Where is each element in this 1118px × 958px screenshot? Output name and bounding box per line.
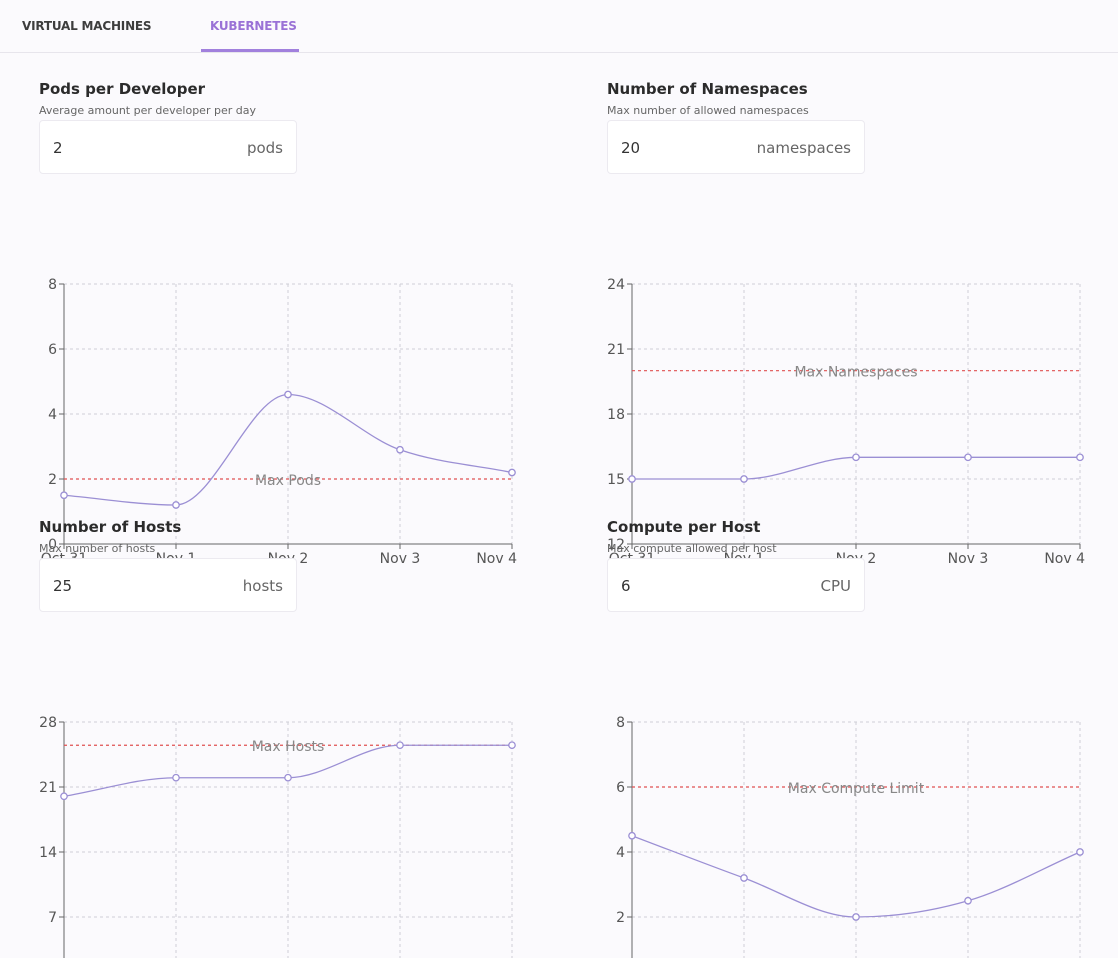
y-tick-label: 14 [39,845,57,861]
tab-virtual-machines[interactable]: VIRTUAL MACHINES [22,19,152,33]
input-value[interactable]: 25 [53,577,73,595]
panel-title: Number of Namespaces [607,80,808,98]
input-value[interactable]: 20 [621,139,641,157]
input-unit: namespaces [756,139,851,157]
data-point[interactable] [284,773,292,782]
limit-label: Max Pods [255,473,321,489]
panel-subtitle: Average amount per developer per day [39,104,256,117]
tab-kubernetes[interactable]: KUBERNETES [210,19,297,33]
y-tick-label: 2 [616,910,625,926]
y-tick-label: 15 [607,472,625,488]
x-tick-label: Nov 4 [476,551,517,567]
y-tick-label: 7 [48,910,57,926]
input-unit: CPU [820,577,852,595]
panel-subtitle: Max number of allowed namespaces [607,104,809,117]
data-point[interactable] [852,913,860,921]
hosts-input[interactable]: 25 hosts [39,558,297,612]
data-point[interactable] [628,831,636,840]
limit-label: Max Compute Limit [788,781,925,797]
compute-input[interactable]: 6 CPU [607,558,865,612]
data-point[interactable] [396,741,404,750]
y-tick-label: 8 [616,715,625,731]
data-point[interactable] [964,453,972,462]
limit-label: Max Namespaces [794,365,917,381]
limit-label: Max Hosts [252,739,325,755]
data-point[interactable] [1076,848,1084,856]
panel-title: Number of Hosts [39,518,182,536]
panel-subtitle: Max number of hosts [39,542,156,555]
data-point[interactable] [852,453,860,462]
y-tick-label: 28 [39,715,57,731]
data-point[interactable] [60,792,68,801]
x-tick-label: Nov 3 [948,551,989,567]
input-value[interactable]: 6 [621,577,631,595]
x-tick-label: Nov 3 [380,551,421,567]
panel-number-of-namespaces: Number of Namespaces Max number of allow… [607,80,1118,567]
y-tick-label: 6 [48,342,57,358]
data-point[interactable] [172,773,180,782]
data-point[interactable] [964,896,972,905]
y-tick-label: 2 [48,472,57,488]
panel-subtitle: Max compute allowed per host [607,542,777,555]
data-point[interactable] [508,468,516,477]
panel-pods-per-developer: Pods per Developer Average amount per de… [39,80,559,567]
tab-bar: VIRTUAL MACHINES KUBERNETES [0,0,1118,53]
y-tick-label: 0 [48,537,57,553]
panel-number-of-hosts: Number of Hosts Max number of hosts 25 h… [39,518,559,958]
namespaces-input[interactable]: 20 namespaces [607,120,865,174]
y-tick-label: 4 [616,845,625,861]
input-value[interactable]: 2 [53,139,63,157]
y-tick-label: 24 [607,277,625,293]
data-point[interactable] [740,874,748,882]
input-unit: hosts [242,577,283,595]
data-point[interactable] [628,475,636,483]
data-point[interactable] [172,501,180,509]
y-tick-label: 12 [607,537,625,553]
panel-compute-per-host: Compute per Host Max compute allowed per… [607,518,1118,958]
data-point[interactable] [284,390,292,399]
y-tick-label: 8 [48,277,57,293]
data-point[interactable] [740,475,748,483]
data-point[interactable] [508,741,516,750]
pods-input[interactable]: 2 pods [39,120,297,174]
data-point[interactable] [1076,453,1084,462]
input-unit: pods [246,139,283,157]
y-tick-label: 21 [39,780,57,796]
y-tick-label: 6 [616,780,625,796]
panel-title: Compute per Host [607,518,761,536]
panel-title: Pods per Developer [39,80,206,98]
y-tick-label: 18 [607,407,625,423]
x-tick-label: Nov 4 [1044,551,1085,567]
data-point[interactable] [60,491,68,500]
y-tick-label: 21 [607,342,625,358]
y-tick-label: 4 [48,407,57,423]
active-tab-indicator [201,49,299,52]
data-point[interactable] [396,445,404,454]
